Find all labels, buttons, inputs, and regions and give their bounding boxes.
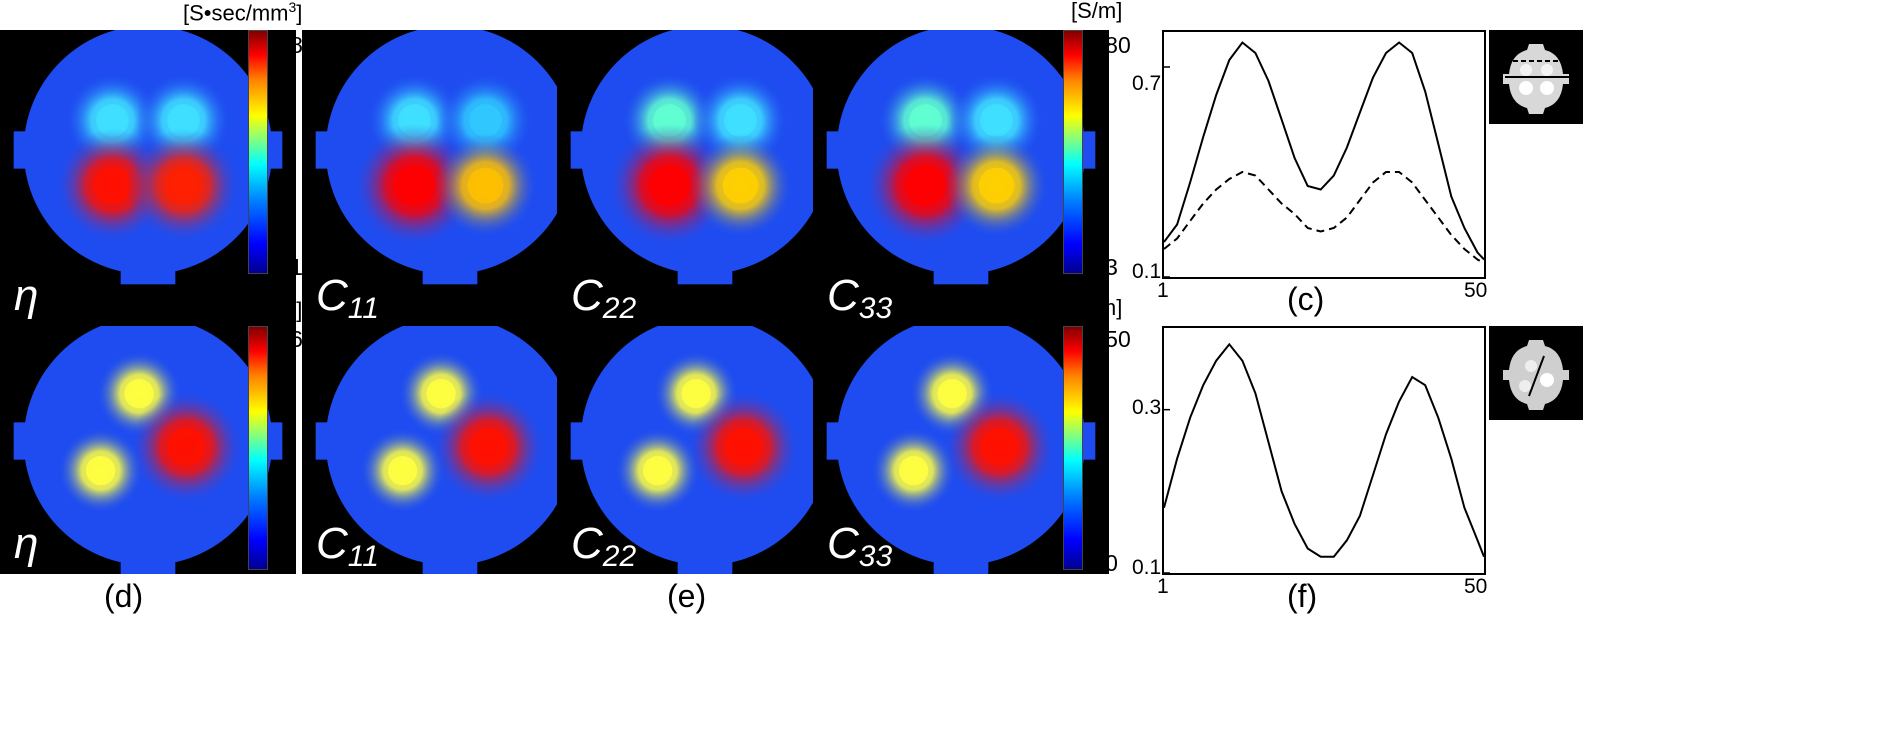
ytick-top: 0.7 — [1132, 72, 1162, 95]
map-c11-top: C11 — [302, 30, 598, 326]
panel-label: η — [14, 271, 39, 320]
colorbar-min: 0 — [271, 550, 284, 576]
panel-label: C22 — [571, 519, 637, 573]
xtick-left: 1 — [1157, 575, 1169, 598]
profile-plot-c — [1162, 30, 1486, 279]
caption-a: (a) — [104, 281, 144, 317]
xtick-right: 50 — [1464, 575, 1488, 598]
panel-label: C33 — [827, 271, 893, 325]
colorbar-max: 1.80 — [1086, 32, 1131, 58]
colorbar-right — [1063, 326, 1083, 570]
colorbar-max: 0.8 — [271, 32, 303, 58]
map-c33-top: C33 — [813, 30, 1109, 326]
series-line-solid — [1163, 342, 1485, 558]
phantom-image — [813, 30, 1109, 326]
caption-d: (d) — [104, 578, 144, 614]
colorbar-unit-right: [S/m] — [1071, 0, 1123, 23]
phantom-image — [0, 30, 296, 326]
map-c33-bottom: C33 — [813, 326, 1109, 574]
ytick-bottom: 0.1 — [1132, 556, 1162, 579]
phantom-image — [557, 326, 853, 574]
phantom-image — [302, 30, 598, 326]
colorbar-min: 0.0 — [1086, 550, 1118, 576]
phantom-image — [557, 30, 853, 326]
caption-c: (c) — [1287, 281, 1325, 317]
phantom-thumbnail — [1503, 44, 1569, 114]
line-location-thumbnail — [1489, 30, 1583, 124]
line-chart — [1163, 342, 1485, 574]
phantom-image — [0, 326, 296, 574]
colorbar-left — [248, 30, 268, 274]
ytick-top: 0.3 — [1132, 396, 1162, 419]
panel-label: C33 — [827, 519, 893, 573]
colorbar-min: 0.3 — [1086, 254, 1118, 280]
phantom-image — [302, 326, 598, 574]
colorbar-left — [248, 326, 268, 570]
series-line-dashed — [1163, 170, 1485, 264]
colorbar-right — [1063, 30, 1083, 274]
colorbar-max: 0.6 — [271, 326, 303, 352]
caption-f: (f) — [1287, 578, 1318, 614]
phantom-thumbnail — [1503, 340, 1569, 410]
phantom-image — [813, 326, 1109, 574]
line-chart — [1163, 41, 1485, 278]
colorbar-unit-left: [S•sec/mm3] — [183, 0, 303, 26]
caption-b: (b) — [667, 281, 707, 317]
map-c22-top: C22 — [557, 30, 853, 326]
map-eta-bottom: η — [0, 326, 296, 574]
panel-label: η — [14, 519, 39, 568]
colorbar-unit-right: [S/m] — [1071, 295, 1123, 320]
series-line-solid — [1163, 41, 1485, 261]
colorbar-unit-left: [S•sec/mm3] — [183, 296, 303, 323]
map-c22-bottom: C22 — [557, 326, 853, 574]
panel-label: C22 — [571, 271, 637, 325]
caption-e: (e) — [667, 578, 707, 614]
colorbar-min: 0.1 — [271, 254, 303, 280]
map-c11-bottom: C11 — [302, 326, 598, 574]
colorbar-max: 1.50 — [1086, 326, 1131, 352]
xtick-left: 1 — [1157, 279, 1169, 302]
map-eta-top: η — [0, 30, 296, 326]
xtick-right: 50 — [1464, 279, 1488, 302]
profile-plot-f — [1162, 326, 1486, 575]
panel-label: C11 — [316, 271, 379, 325]
ytick-bottom: 0.1 — [1132, 260, 1162, 283]
line-location-thumbnail — [1489, 326, 1583, 420]
panel-label: C11 — [316, 519, 379, 573]
